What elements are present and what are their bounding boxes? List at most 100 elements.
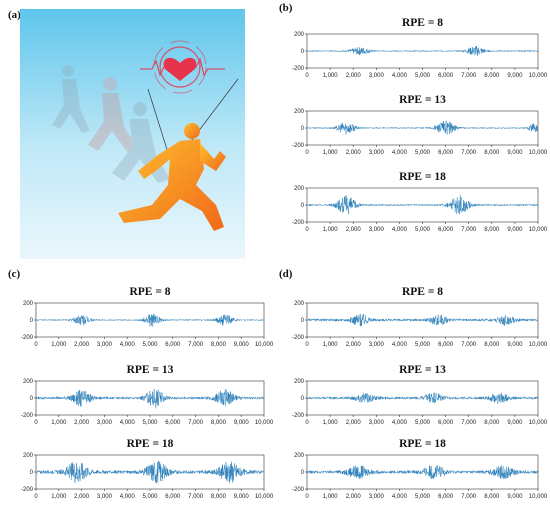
x-tick-label: 9,000	[507, 342, 523, 348]
x-tick-label: 8,000	[211, 494, 227, 500]
x-tick-label: 1,000	[323, 73, 339, 79]
x-tick-label: 2,000	[346, 342, 362, 348]
x-tick-label: 7,000	[188, 494, 204, 500]
x-tick-label: 4,000	[120, 494, 136, 500]
running-heart-illustration	[20, 9, 245, 259]
x-tick-label: 1,000	[323, 420, 339, 426]
x-tick-label: 8,000	[484, 342, 500, 348]
x-tick-label: 0	[34, 420, 38, 426]
x-tick-label: 0	[305, 73, 309, 79]
x-tick-label: 8,000	[484, 420, 500, 426]
plot-c-rpe18: RPE = 18 200 0 -200 0 1,000 2,000 3,000 4,000 5,0…	[8, 435, 274, 512]
y-tick-label: 200	[294, 453, 305, 459]
x-tick-label: 1,000	[323, 494, 339, 500]
y-tick-label: 200	[23, 379, 34, 385]
x-tick-label: 6,000	[438, 227, 454, 233]
plot-d-rpe8: RPE = 8 200 0 -200 0 1,000 2,000 3,000 4,000 5,00…	[279, 283, 548, 360]
runner-figure	[118, 123, 226, 231]
y-tick-label: 200	[23, 301, 34, 307]
signal-series	[306, 45, 539, 56]
plot-d-rpe13: RPE = 13 200 0 -200 0 1,000 2,000 3,000 4,000 5,0…	[279, 361, 548, 438]
x-tick-label: 6,000	[438, 342, 454, 348]
x-tick-label: 9,000	[507, 494, 523, 500]
x-tick-label: 6,000	[165, 420, 181, 426]
x-tick-label: 4,000	[392, 420, 408, 426]
x-tick-label: 5,000	[415, 73, 431, 79]
y-tick-label: -200	[292, 143, 305, 149]
x-tick-label: 6,000	[438, 73, 454, 79]
x-tick-label: 3,000	[369, 227, 385, 233]
x-tick-label: 8,000	[211, 342, 227, 348]
y-tick-label: -200	[292, 220, 305, 226]
y-tick-label: -200	[292, 335, 305, 341]
x-tick-label: 7,000	[461, 420, 477, 426]
x-tick-label: 4,000	[392, 494, 408, 500]
heart-icon	[140, 40, 225, 94]
x-tick-label: 7,000	[461, 73, 477, 79]
panel-label-d: (d)	[279, 268, 293, 280]
x-tick-label: 1,000	[323, 342, 339, 348]
y-tick-label: -200	[21, 413, 34, 419]
x-tick-label: 10,000	[529, 342, 548, 348]
y-tick-label: 0	[301, 49, 305, 55]
x-tick-label: 9,000	[507, 420, 523, 426]
plot-title: RPE = 8	[402, 286, 443, 298]
signal-series	[35, 314, 265, 327]
x-tick-label: 0	[305, 227, 309, 233]
panel-label-b: (b)	[279, 2, 293, 14]
plot-title: RPE = 8	[129, 286, 170, 298]
x-tick-label: 10,000	[529, 420, 548, 426]
plot-title: RPE = 8	[402, 17, 443, 29]
x-tick-label: 6,000	[165, 494, 181, 500]
x-tick-label: 2,000	[74, 494, 90, 500]
x-tick-label: 6,000	[438, 494, 454, 500]
panel-label-a: (a)	[8, 9, 21, 21]
x-tick-label: 9,000	[234, 342, 250, 348]
x-tick-label: 8,000	[484, 150, 500, 156]
x-tick-label: 6,000	[438, 420, 454, 426]
signal-series	[306, 392, 539, 405]
plot-d-rpe18: RPE = 18 200 0 -200 0 1,000 2,000 3,000 4,000 5,0…	[279, 435, 548, 512]
ghost-runners	[52, 65, 170, 183]
x-tick-label: 5,000	[415, 227, 431, 233]
x-tick-label: 5,000	[415, 150, 431, 156]
x-tick-label: 2,000	[346, 73, 362, 79]
x-tick-label: 7,000	[461, 227, 477, 233]
plot-b-rpe18: RPE = 18 200 0 -200 0 1,000 2,000 3,000 4,000 5,0…	[279, 168, 548, 245]
x-tick-label: 7,000	[461, 494, 477, 500]
y-tick-label: 200	[294, 109, 305, 115]
y-tick-label: -200	[292, 66, 305, 72]
x-tick-label: 4,000	[120, 420, 136, 426]
x-tick-label: 10,000	[529, 494, 548, 500]
x-tick-label: 2,000	[346, 420, 362, 426]
y-tick-label: 200	[23, 453, 34, 459]
x-tick-label: 6,000	[165, 342, 181, 348]
y-tick-label: 0	[30, 470, 34, 476]
x-tick-label: 5,000	[415, 494, 431, 500]
x-tick-label: 2,000	[346, 227, 362, 233]
x-tick-label: 4,000	[392, 342, 408, 348]
x-tick-label: 8,000	[484, 494, 500, 500]
x-tick-label: 0	[305, 342, 309, 348]
x-tick-label: 3,000	[97, 420, 113, 426]
x-tick-label: 3,000	[369, 73, 385, 79]
x-tick-label: 9,000	[507, 227, 523, 233]
x-tick-label: 0	[305, 420, 309, 426]
x-tick-label: 10,000	[529, 227, 548, 233]
y-tick-label: 0	[301, 203, 305, 209]
x-tick-label: 5,000	[415, 342, 431, 348]
x-tick-label: 9,000	[507, 150, 523, 156]
x-tick-label: 7,000	[188, 420, 204, 426]
x-tick-label: 3,000	[369, 494, 385, 500]
x-tick-label: 4,000	[392, 227, 408, 233]
y-tick-label: 200	[294, 379, 305, 385]
x-tick-label: 5,000	[415, 420, 431, 426]
plot-title: RPE = 13	[127, 364, 174, 376]
x-tick-label: 1,000	[51, 342, 67, 348]
x-tick-label: 0	[305, 494, 309, 500]
y-tick-label: 0	[301, 126, 305, 132]
x-tick-label: 2,000	[346, 494, 362, 500]
x-tick-label: 0	[34, 494, 38, 500]
panel-label-c: (c)	[8, 268, 21, 280]
y-tick-label: 0	[301, 318, 305, 324]
